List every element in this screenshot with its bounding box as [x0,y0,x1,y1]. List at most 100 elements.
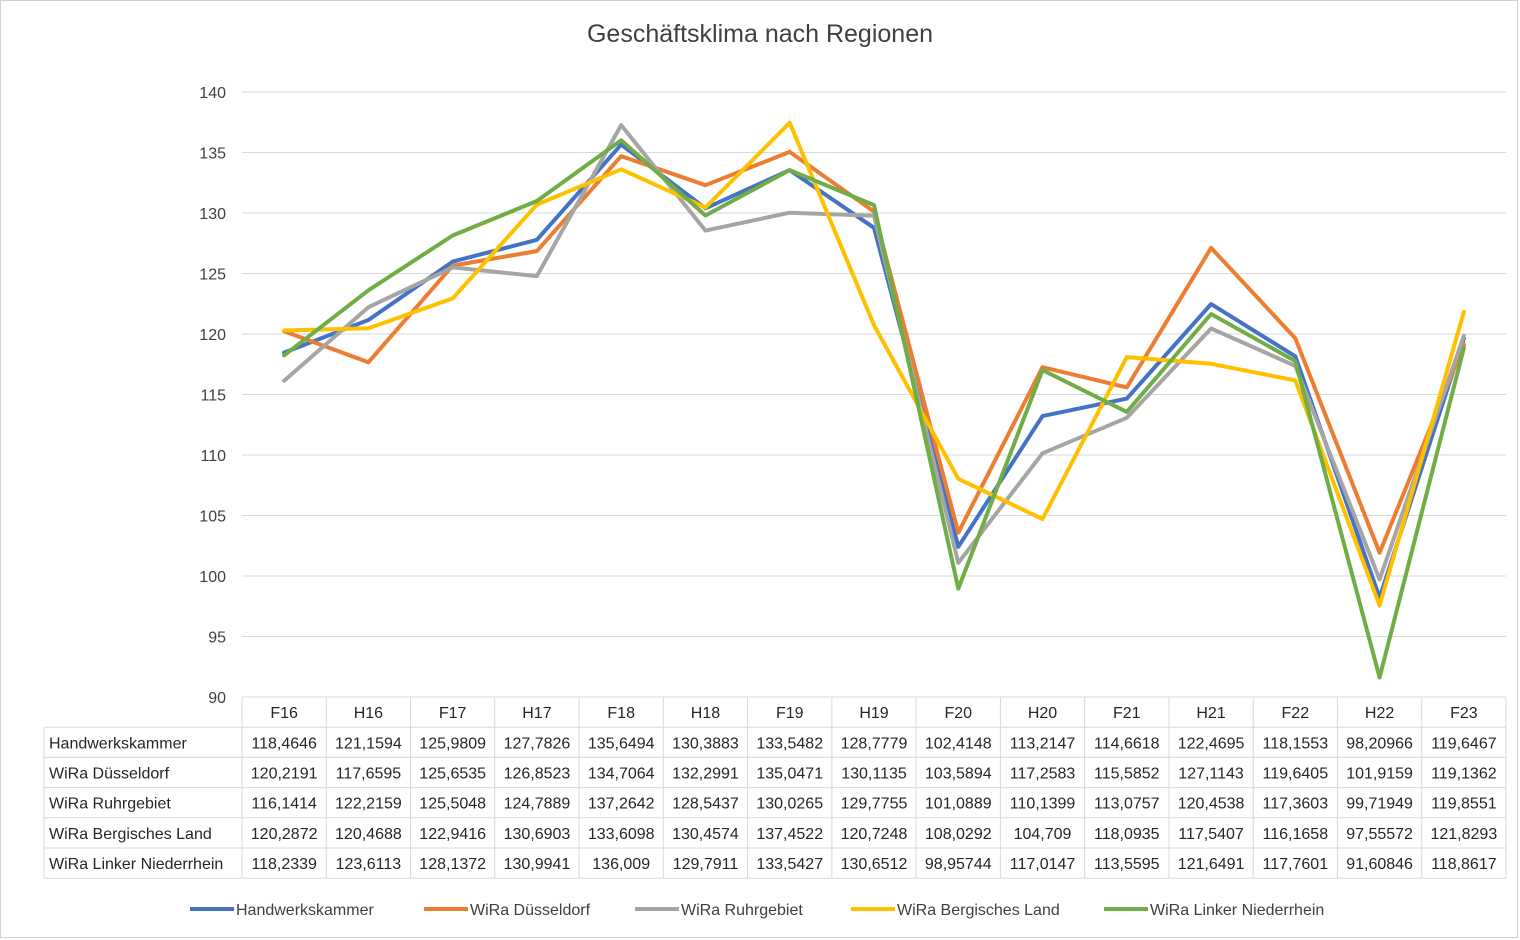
table-cell: 118,1553 [1263,735,1329,752]
series-line-4 [282,120,1466,608]
table-cell: 117,7601 [1263,856,1329,873]
table-cell: 127,1143 [1178,766,1244,783]
table-cell: 130,6903 [504,826,571,843]
table-cell: 103,5894 [925,766,992,783]
table-cell: 117,0147 [1010,856,1076,873]
table-cell: 119,6467 [1431,735,1497,752]
y-tick-label: 100 [199,569,226,586]
series-line-5 [282,138,1466,680]
y-tick-label: 125 [199,267,226,284]
legend-label: WiRa Düsseldorf [470,902,591,919]
table-cell: 125,5048 [419,796,486,813]
x-tick-label: F23 [1450,705,1478,722]
x-tick-label: F19 [776,705,804,722]
table-cell: 130,1135 [841,766,907,783]
table-cell: 137,2642 [588,796,655,813]
table-cell: 135,0471 [756,766,823,783]
x-tick-label: H22 [1365,705,1394,722]
table-cell: 133,6098 [588,826,655,843]
y-tick-label: 105 [199,509,226,526]
table-cell: 127,7826 [504,735,571,752]
table-cell: 136,009 [592,856,650,873]
table-row-label: WiRa Linker Niederrhein [49,856,223,873]
legend-label: WiRa Ruhrgebiet [681,902,803,919]
data-table: F16 H16 F17 H17 F18 H18 F19 H19 F20 H20 F21 H21 F22 H… [43,696,1507,879]
table-cell: 121,1594 [335,735,402,752]
x-tick-label: H19 [859,705,888,722]
table-cell: 125,6535 [419,766,486,783]
table-cell: 120,2191 [251,766,318,783]
table-row-label: WiRa Bergisches Land [49,826,212,843]
table-cell: 120,2872 [251,826,318,843]
series-line-1 [282,142,1466,600]
table-cell: 91,60846 [1346,856,1413,873]
table-cell: 120,7248 [841,826,908,843]
y-tick-label: 90 [208,690,226,707]
x-tick-label: F16 [270,705,298,722]
y-tick-label: 135 [199,146,226,163]
table-cell: 115,5852 [1094,766,1160,783]
y-tick-label: 130 [199,206,226,223]
table-cell: 101,9159 [1346,766,1413,783]
table-cell: 118,8617 [1431,856,1497,873]
table-cell: 130,6512 [841,856,908,873]
table-cell: 119,8551 [1431,796,1497,813]
legend-label: WiRa Bergisches Land [897,902,1060,919]
table-cell: 118,0935 [1094,826,1160,843]
x-tick-label: F18 [607,705,635,722]
table-cell: 125,9809 [419,735,486,752]
table-cell: 132,2991 [672,766,739,783]
table-cell: 114,6618 [1094,735,1160,752]
table-cell: 116,1658 [1263,826,1329,843]
table-cell: 122,9416 [419,826,486,843]
table-cell: 117,2583 [1010,766,1076,783]
x-tick-label: H21 [1196,705,1225,722]
table-cell: 128,5437 [672,796,739,813]
table-cell: 137,4522 [756,826,823,843]
x-tick-label: F21 [1113,705,1141,722]
table-cell: 98,20966 [1346,735,1413,752]
table-cell: 128,1372 [419,856,486,873]
x-tick-label: F22 [1282,705,1310,722]
y-tick-label: 115 [200,388,226,405]
x-tick-label: H20 [1028,705,1057,722]
legend-label: WiRa Linker Niederrhein [1150,902,1324,919]
table-cell: 123,6113 [336,856,402,873]
x-tick-label: F20 [944,705,972,722]
y-tick-label: 140 [199,85,226,102]
table-row-label: WiRa Düsseldorf [49,766,170,783]
table-cell: 98,95744 [925,856,992,873]
table-cell: 122,4695 [1178,735,1245,752]
table-cell: 130,4574 [672,826,739,843]
series-line-3 [282,123,1466,582]
y-tick-label: 120 [199,327,226,344]
table-cell: 129,7755 [841,796,908,813]
table-cell: 110,1399 [1010,796,1076,813]
table-cell: 129,7911 [673,856,739,873]
y-tick-label: 95 [208,630,226,647]
table-cell: 135,6494 [588,735,655,752]
table-cell: 101,0889 [925,796,992,813]
table-cell: 130,0265 [756,796,823,813]
x-tick-label: F17 [439,705,467,722]
table-cell: 117,5407 [1178,826,1244,843]
table-cell: 102,4148 [925,735,992,752]
table-cell: 108,0292 [925,826,992,843]
y-tick-label: 110 [200,448,226,465]
table-row-label: Handwerkskammer [49,735,187,752]
legend: Handwerkskammer WiRa Düsseldorf WiRa Ruhrg… [190,902,1324,919]
table-cell: 104,709 [1014,826,1072,843]
table-cell: 99,71949 [1346,796,1413,813]
legend-label: Handwerkskammer [236,902,374,919]
table-cell: 113,0757 [1094,796,1160,813]
table-cell: 119,6405 [1263,766,1329,783]
chart-title: Geschäftsklima nach Regionen [586,20,934,48]
table-cell: 124,7889 [504,796,571,813]
x-tick-label: H17 [522,705,551,722]
table-cell: 118,2339 [251,856,317,873]
table-cell: 130,3883 [672,735,739,752]
table-cell: 121,6491 [1178,856,1245,873]
x-tick-label: H16 [354,705,383,722]
table-cell: 113,5595 [1094,856,1160,873]
